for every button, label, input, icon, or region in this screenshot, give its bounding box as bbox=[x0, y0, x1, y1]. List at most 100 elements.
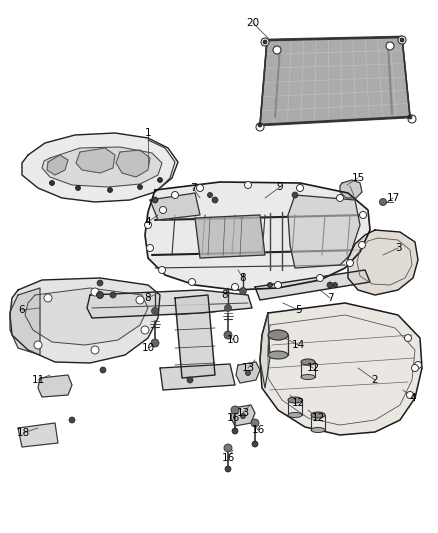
Polygon shape bbox=[150, 193, 200, 220]
Circle shape bbox=[34, 341, 42, 349]
Circle shape bbox=[224, 331, 232, 339]
Circle shape bbox=[273, 46, 281, 54]
Circle shape bbox=[268, 282, 272, 287]
Circle shape bbox=[252, 441, 258, 447]
Polygon shape bbox=[25, 288, 148, 345]
Ellipse shape bbox=[268, 351, 288, 359]
Circle shape bbox=[332, 282, 338, 287]
Polygon shape bbox=[47, 155, 68, 175]
Circle shape bbox=[152, 197, 158, 203]
Circle shape bbox=[244, 182, 251, 189]
Circle shape bbox=[406, 392, 413, 399]
Polygon shape bbox=[175, 295, 215, 378]
Circle shape bbox=[408, 115, 412, 119]
Polygon shape bbox=[260, 37, 410, 125]
Circle shape bbox=[91, 288, 99, 296]
Ellipse shape bbox=[288, 413, 302, 417]
Circle shape bbox=[141, 326, 149, 334]
Circle shape bbox=[152, 308, 159, 314]
Text: 7: 7 bbox=[190, 183, 196, 193]
Circle shape bbox=[360, 212, 367, 219]
Circle shape bbox=[75, 185, 81, 190]
Text: 6: 6 bbox=[19, 305, 25, 315]
Circle shape bbox=[258, 123, 262, 127]
Text: 10: 10 bbox=[226, 335, 240, 345]
Text: 3: 3 bbox=[395, 243, 401, 253]
Text: 20: 20 bbox=[247, 18, 260, 28]
Text: 17: 17 bbox=[386, 193, 399, 203]
Circle shape bbox=[145, 222, 152, 229]
Circle shape bbox=[336, 195, 343, 201]
Polygon shape bbox=[22, 133, 178, 202]
Circle shape bbox=[49, 181, 54, 185]
Text: 14: 14 bbox=[291, 340, 304, 350]
Text: 15: 15 bbox=[351, 173, 364, 183]
Polygon shape bbox=[255, 270, 370, 300]
Polygon shape bbox=[42, 147, 162, 187]
Circle shape bbox=[197, 184, 204, 191]
Circle shape bbox=[44, 294, 52, 302]
Text: 2: 2 bbox=[372, 375, 378, 385]
Circle shape bbox=[292, 192, 298, 198]
Polygon shape bbox=[38, 375, 72, 397]
Circle shape bbox=[408, 115, 416, 123]
Circle shape bbox=[96, 292, 103, 298]
Circle shape bbox=[246, 370, 251, 376]
Polygon shape bbox=[18, 423, 58, 447]
Text: 16: 16 bbox=[221, 453, 235, 463]
Circle shape bbox=[136, 296, 144, 304]
Circle shape bbox=[151, 339, 159, 347]
Text: 8: 8 bbox=[145, 293, 151, 303]
Circle shape bbox=[232, 284, 239, 290]
Circle shape bbox=[414, 361, 421, 368]
Circle shape bbox=[263, 40, 267, 44]
Circle shape bbox=[110, 292, 116, 298]
Circle shape bbox=[91, 346, 99, 354]
Circle shape bbox=[159, 266, 166, 273]
Polygon shape bbox=[87, 290, 252, 318]
Text: 18: 18 bbox=[16, 428, 30, 438]
Circle shape bbox=[386, 42, 394, 50]
Circle shape bbox=[212, 197, 218, 203]
Ellipse shape bbox=[311, 427, 325, 432]
Circle shape bbox=[261, 38, 269, 46]
Ellipse shape bbox=[301, 375, 315, 379]
Circle shape bbox=[400, 38, 404, 42]
Text: 5: 5 bbox=[295, 305, 301, 315]
Ellipse shape bbox=[268, 330, 288, 340]
Text: 4: 4 bbox=[145, 217, 151, 227]
Circle shape bbox=[138, 184, 142, 190]
Polygon shape bbox=[348, 230, 418, 295]
Text: 12: 12 bbox=[291, 398, 304, 408]
Circle shape bbox=[398, 36, 406, 44]
Circle shape bbox=[231, 406, 239, 414]
Ellipse shape bbox=[301, 359, 315, 365]
Text: 4: 4 bbox=[410, 393, 416, 403]
Text: 11: 11 bbox=[32, 375, 45, 385]
Circle shape bbox=[208, 192, 212, 198]
Circle shape bbox=[187, 377, 193, 383]
Circle shape bbox=[275, 281, 282, 288]
Circle shape bbox=[107, 188, 113, 192]
Circle shape bbox=[240, 287, 247, 295]
Text: 13: 13 bbox=[237, 408, 250, 418]
Text: 16: 16 bbox=[226, 413, 240, 423]
Circle shape bbox=[405, 335, 411, 342]
Circle shape bbox=[379, 198, 386, 206]
Text: 8: 8 bbox=[222, 290, 228, 300]
Text: 8: 8 bbox=[240, 273, 246, 283]
Polygon shape bbox=[195, 215, 265, 258]
Polygon shape bbox=[160, 364, 235, 390]
Circle shape bbox=[146, 245, 153, 252]
Text: 7: 7 bbox=[327, 293, 333, 303]
Circle shape bbox=[232, 428, 238, 434]
Text: 12: 12 bbox=[306, 363, 320, 373]
Text: 12: 12 bbox=[311, 413, 325, 423]
Polygon shape bbox=[116, 150, 150, 177]
Circle shape bbox=[327, 282, 333, 288]
Circle shape bbox=[158, 177, 162, 182]
Polygon shape bbox=[288, 195, 360, 268]
Circle shape bbox=[251, 419, 259, 427]
Circle shape bbox=[159, 206, 166, 214]
Polygon shape bbox=[76, 148, 115, 173]
